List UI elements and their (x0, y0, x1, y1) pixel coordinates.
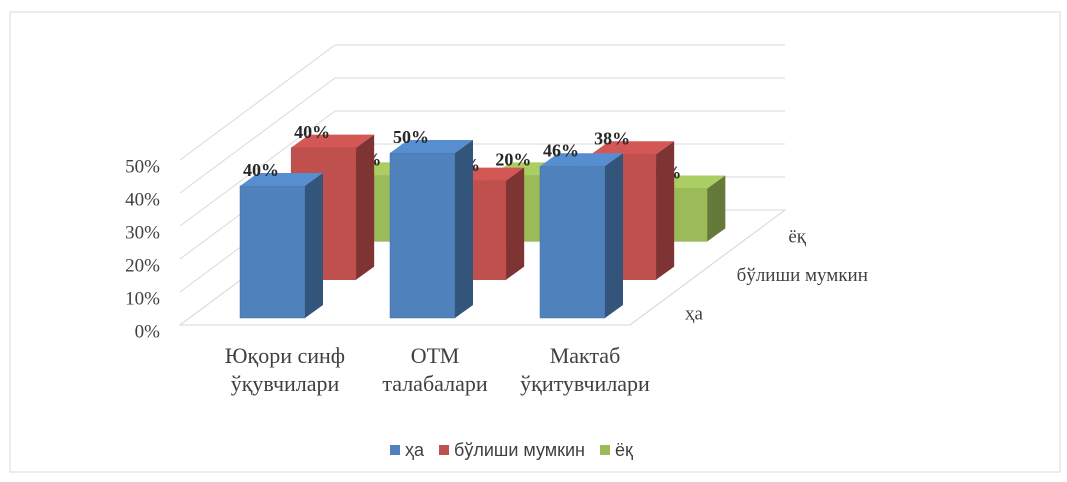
x-tick-label: Юқори синф ўқувчилари (225, 343, 345, 396)
depth-axis (629, 209, 786, 326)
grid-line (179, 110, 785, 227)
x-tick-label: ОТМ талабалари (382, 343, 487, 396)
y-tick-label: 30% (125, 222, 160, 243)
value-label: 46% (543, 140, 579, 160)
bar-side (605, 153, 623, 318)
value-label: 38% (594, 128, 630, 148)
bar-front (539, 165, 606, 319)
x-tick-label: Мактаб ўқитувчилари (520, 343, 650, 396)
y-tick-label: 0% (135, 321, 161, 342)
depth-label: ёқ (788, 227, 806, 248)
depth-label: ҳа (685, 303, 704, 324)
bar-side (305, 173, 323, 318)
legend-swatch (439, 445, 450, 455)
bar-side (455, 140, 473, 318)
grid-line (179, 44, 785, 161)
bar-top (291, 134, 375, 148)
value-label: 50% (393, 127, 429, 147)
legend-swatch (600, 445, 610, 455)
y-tick-label: 50% (125, 156, 160, 177)
y-tick-label: 10% (125, 288, 160, 309)
bar-side (707, 175, 726, 242)
bar-top (240, 173, 323, 186)
legend-label: ҳа (405, 440, 425, 460)
bar-front (389, 152, 456, 319)
value-label: 40% (294, 122, 330, 142)
y-tick-label: 40% (125, 189, 160, 210)
legend-swatch (390, 445, 400, 455)
bar-side (656, 141, 675, 280)
y-tick-label: 20% (125, 255, 160, 276)
value-label: 40% (243, 160, 279, 180)
bar-side (506, 167, 525, 280)
bar-top (540, 153, 623, 167)
legend-label: ёқ (615, 440, 633, 460)
bar (389, 140, 473, 319)
bar-top (390, 140, 473, 153)
bar (239, 173, 323, 319)
legend-label: бўлиши мумкин (454, 440, 585, 460)
bar (539, 153, 623, 319)
chart-frame (9, 11, 1061, 473)
value-label: 20% (495, 149, 531, 169)
depth-label: бўлиши мумкин (737, 265, 868, 286)
bar-top (591, 141, 675, 155)
bar-front (239, 185, 306, 319)
bar-side (356, 134, 375, 280)
grid-line (179, 77, 785, 194)
